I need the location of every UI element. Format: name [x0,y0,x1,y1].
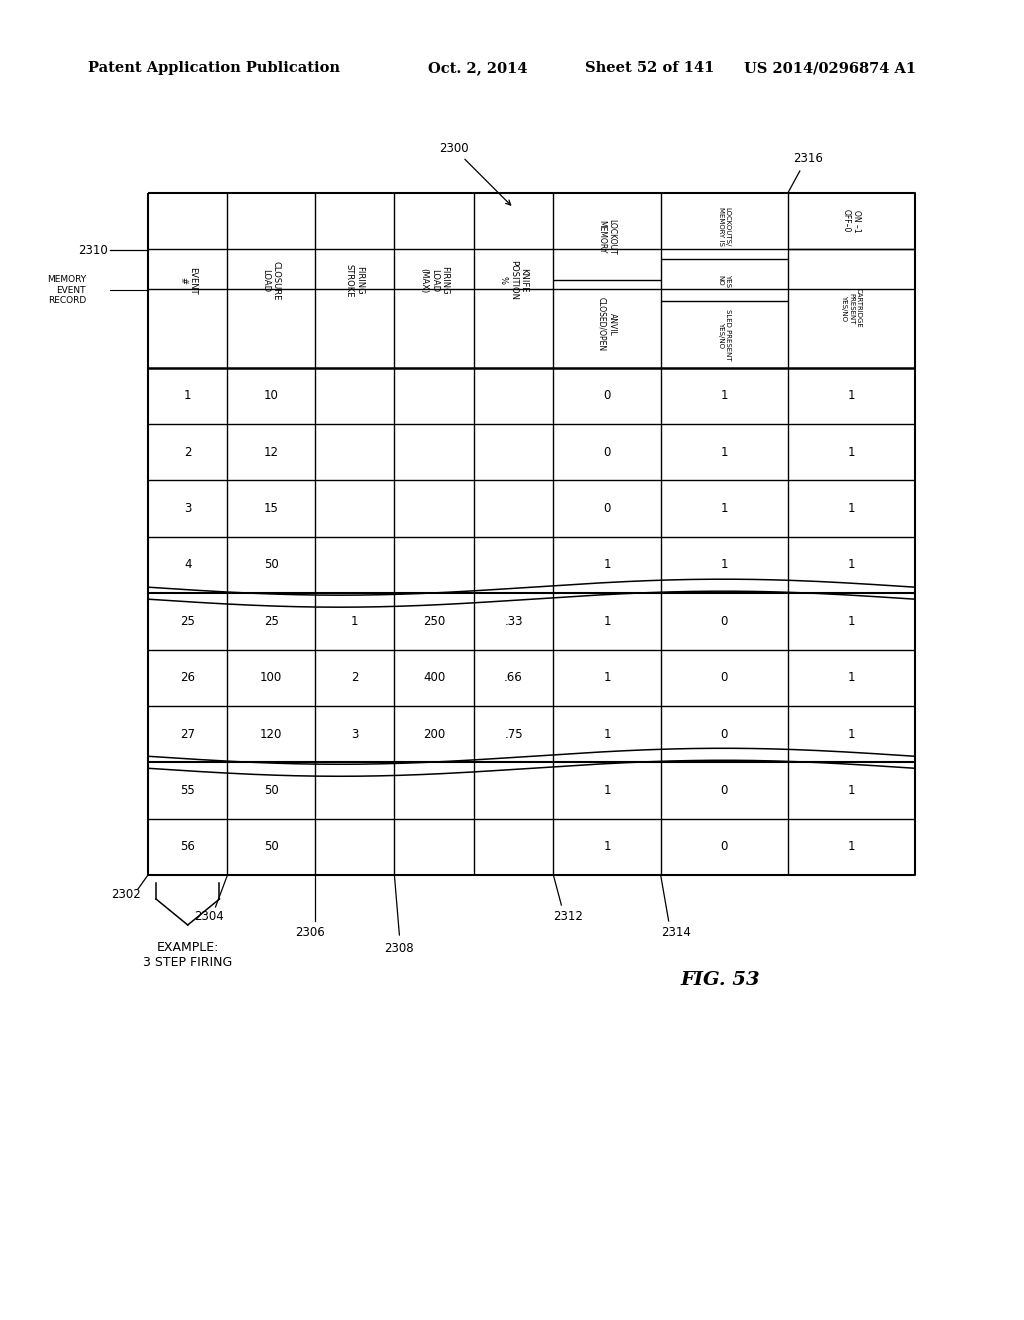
Text: 1: 1 [184,389,191,403]
Text: 1: 1 [848,615,855,628]
Text: 1: 1 [848,727,855,741]
Text: 15: 15 [264,502,279,515]
Text: 1: 1 [848,389,855,403]
Text: 26: 26 [180,672,196,684]
Text: MEMORY
EVENT
RECORD: MEMORY EVENT RECORD [47,276,86,305]
Text: 0: 0 [603,502,610,515]
Text: 0: 0 [721,841,728,853]
Text: 250: 250 [423,615,445,628]
Text: 1: 1 [603,672,610,684]
Text: 2312: 2312 [553,911,584,924]
Text: 12: 12 [264,446,279,459]
Text: Oct. 2, 2014: Oct. 2, 2014 [428,61,527,75]
Text: 4: 4 [184,558,191,572]
Text: 1: 1 [848,672,855,684]
Text: 1: 1 [721,558,728,572]
Text: .75: .75 [504,727,523,741]
Text: 50: 50 [264,784,279,797]
Text: 56: 56 [180,841,196,853]
Text: 1: 1 [848,446,855,459]
Text: 27: 27 [180,727,196,741]
Text: 2308: 2308 [385,942,414,956]
Text: 50: 50 [264,841,279,853]
Text: FIRING
STROKE: FIRING STROKE [345,264,365,297]
Text: FIRING
LOAD
(MAX): FIRING LOAD (MAX) [419,267,450,294]
Text: 1: 1 [721,502,728,515]
Text: LOCKOUT
MEMORY: LOCKOUT MEMORY [597,219,616,255]
Text: 400: 400 [423,672,445,684]
Text: 1: 1 [603,841,610,853]
Text: Patent Application Publication: Patent Application Publication [88,61,340,75]
Text: .33: .33 [505,615,523,628]
Text: EVENT
#: EVENT # [178,267,198,294]
Text: 2: 2 [184,446,191,459]
Text: 25: 25 [180,615,196,628]
Text: 1: 1 [848,841,855,853]
Text: 2306: 2306 [295,927,325,940]
Text: 100: 100 [260,672,283,684]
Text: 10: 10 [264,389,279,403]
Text: 1: 1 [351,615,358,628]
Text: 1: 1 [603,784,610,797]
Text: 25: 25 [264,615,279,628]
Text: 200: 200 [423,727,445,741]
Text: EXAMPLE:
3 STEP FIRING: EXAMPLE: 3 STEP FIRING [143,941,232,969]
Text: LOCKOUTS/
MEMORY IS: LOCKOUTS/ MEMORY IS [718,206,731,246]
Text: 0: 0 [721,672,728,684]
Text: ON –1
OFF–0: ON –1 OFF–0 [842,210,861,232]
Text: CARTRIDGE
PRESENT
YES/NO: CARTRIDGE PRESENT YES/NO [842,289,861,329]
Text: 1: 1 [603,727,610,741]
Text: 2310: 2310 [78,244,108,257]
Text: 2302: 2302 [112,888,141,902]
Text: SLED PRESENT
YES/NO: SLED PRESENT YES/NO [718,309,731,360]
Text: 0: 0 [603,389,610,403]
Text: ANVIL
CLOSED/OPEN: ANVIL CLOSED/OPEN [597,297,616,351]
Text: 50: 50 [264,558,279,572]
Text: .66: .66 [504,672,523,684]
Text: 0: 0 [721,727,728,741]
Text: YES
NO: YES NO [718,273,731,286]
Text: 3: 3 [184,502,191,515]
Text: 1: 1 [603,615,610,628]
Text: 0: 0 [603,446,610,459]
Text: 2314: 2314 [660,927,690,940]
Text: 2316: 2316 [793,152,822,165]
Text: KNIFE
POSITION
%: KNIFE POSITION % [499,260,528,301]
Text: 2304: 2304 [195,911,224,924]
Text: 120: 120 [260,727,283,741]
Text: CLOSURE
LOAD: CLOSURE LOAD [261,260,281,300]
Text: 1: 1 [721,389,728,403]
Text: 1: 1 [848,784,855,797]
Text: 1: 1 [848,502,855,515]
Text: 1: 1 [848,558,855,572]
Text: 2: 2 [351,672,358,684]
Text: Sheet 52 of 141: Sheet 52 of 141 [585,61,715,75]
Text: FIG. 53: FIG. 53 [680,972,760,989]
Text: 55: 55 [180,784,196,797]
Text: 3: 3 [351,727,358,741]
Text: 1: 1 [721,446,728,459]
Text: 0: 0 [721,615,728,628]
Text: 1: 1 [603,558,610,572]
Text: US 2014/0296874 A1: US 2014/0296874 A1 [744,61,916,75]
Text: 0: 0 [721,784,728,797]
Text: 2300: 2300 [439,141,511,205]
